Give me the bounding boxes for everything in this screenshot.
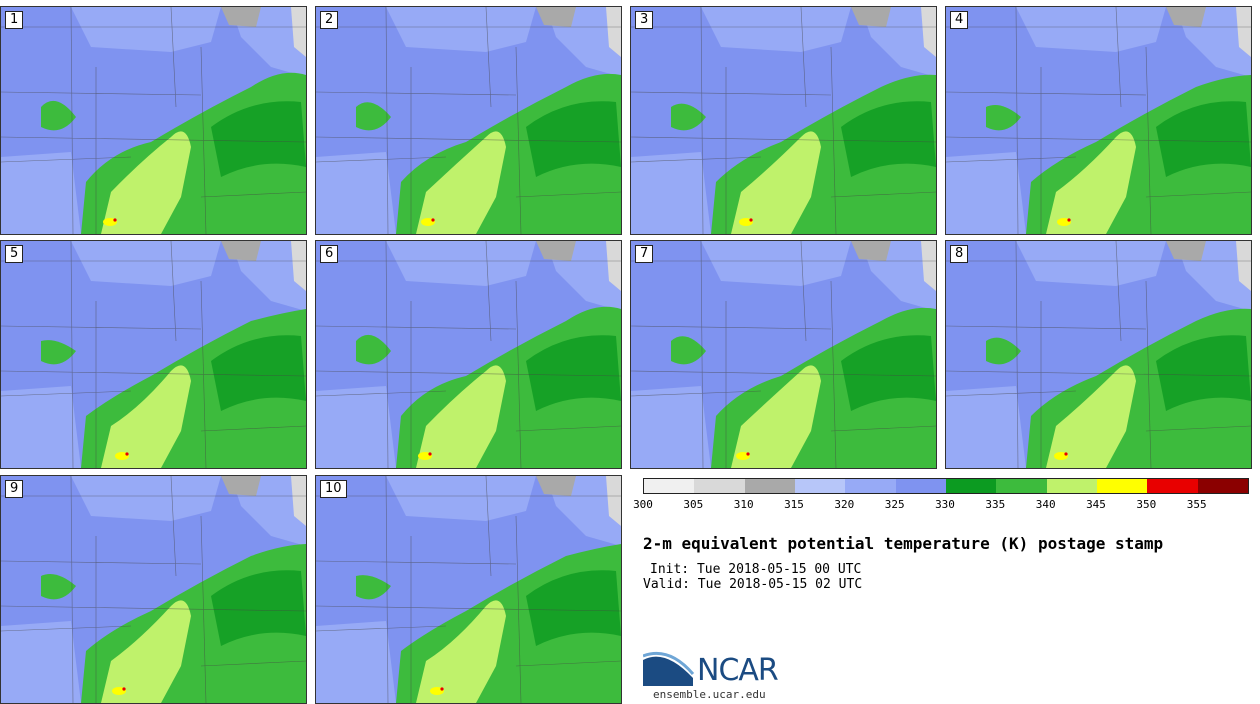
member-panel-8[interactable]: 8 [945, 240, 1252, 469]
colorbar-tick-label: 345 [1086, 498, 1106, 511]
colorbar-swatch [1096, 479, 1148, 493]
colorbar-tick-label: 325 [884, 498, 905, 511]
map-field [316, 476, 621, 703]
colorbar-ticks: 300 305 310 315 320 325 330 335 340 345 350 355 [633, 498, 1247, 512]
colorbar-swatch [1046, 479, 1097, 493]
colorbar-tick-label: 300 [633, 498, 653, 511]
map-field [946, 7, 1251, 234]
colorbar-swatch [895, 479, 946, 493]
ncar-logo-icon [643, 651, 695, 686]
colorbar-tick-label: 320 [834, 498, 855, 511]
map-field [1, 476, 306, 703]
member-label: 7 [635, 245, 654, 263]
member-panel-3[interactable]: 3 [630, 6, 937, 235]
site-url: ensemble.ucar.edu [653, 688, 766, 701]
map-field [946, 241, 1251, 468]
member-panel-10[interactable]: 10 [315, 475, 622, 704]
colorbar-swatch [1147, 479, 1198, 493]
logo-text: NCAR [697, 653, 779, 688]
map-field [1, 241, 306, 468]
init-time: Init: Tue 2018-05-15 00 UTC [650, 562, 862, 577]
colorbar-swatch [996, 479, 1047, 493]
colorbar-tick-label: 340 [1035, 498, 1056, 511]
member-panel-2[interactable]: 2 [315, 6, 622, 235]
member-label: 5 [5, 245, 24, 263]
valid-time: Valid: Tue 2018-05-15 02 UTC [643, 577, 863, 592]
member-label: 8 [950, 245, 969, 263]
colorbar-tick-label: 305 [683, 498, 704, 511]
colorbar-tick-label: 335 [985, 498, 1006, 511]
member-panel-5[interactable]: 5 [0, 240, 307, 469]
map-field [631, 7, 936, 234]
colorbar-swatch [644, 479, 695, 493]
colorbar-tick-label: 330 [935, 498, 955, 511]
map-field [316, 241, 621, 468]
colorbar-swatch [945, 479, 997, 493]
member-label: 10 [320, 480, 347, 498]
member-panel-9[interactable]: 9 [0, 475, 307, 704]
member-label: 2 [320, 11, 339, 29]
colorbar-swatch [845, 479, 896, 493]
colorbar-tick-label: 315 [784, 498, 804, 511]
member-panel-1[interactable]: 1 [0, 6, 307, 235]
member-label: 4 [950, 11, 969, 29]
page-title: 2-m equivalent potential temperature (K)… [643, 534, 1164, 553]
colorbar-swatch [694, 479, 745, 493]
member-panel-6[interactable]: 6 [315, 240, 622, 469]
map-field [631, 241, 936, 468]
member-panel-7[interactable]: 7 [630, 240, 937, 469]
colorbar-tick-label: 310 [733, 498, 754, 511]
colorbar-swatch [794, 479, 846, 493]
member-label: 3 [635, 11, 654, 29]
colorbar-tick-label: 350 [1136, 498, 1157, 511]
map-field [316, 7, 621, 234]
member-panel-4[interactable]: 4 [945, 6, 1252, 235]
colorbar-swatch [744, 479, 795, 493]
colorbar-swatch [1197, 479, 1248, 493]
colorbar-tick-label: 355 [1186, 498, 1207, 511]
member-label: 6 [320, 245, 339, 263]
member-label: 9 [5, 480, 24, 498]
map-field [1, 7, 306, 234]
colorbar [643, 478, 1249, 494]
member-label: 1 [5, 11, 24, 29]
